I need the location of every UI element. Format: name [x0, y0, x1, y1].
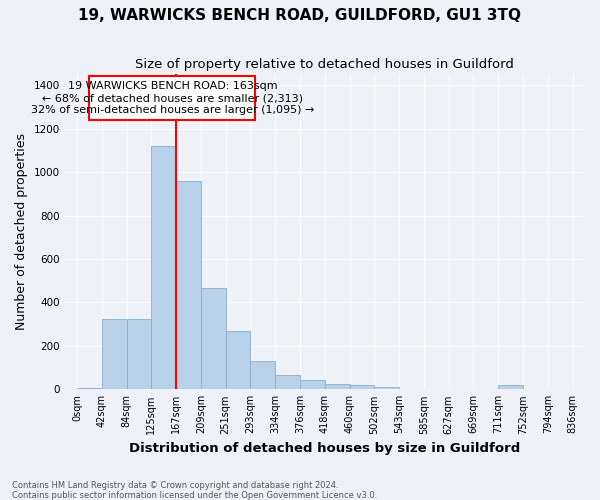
Bar	[350, 385, 374, 390]
Text: Contains HM Land Registry data © Crown copyright and database right 2024.: Contains HM Land Registry data © Crown c…	[12, 480, 338, 490]
Bar	[275, 374, 300, 390]
FancyBboxPatch shape	[89, 76, 256, 120]
Bar	[127, 318, 151, 390]
Bar	[498, 386, 523, 390]
Text: 19 WARWICKS BENCH ROAD: 163sqm: 19 WARWICKS BENCH ROAD: 163sqm	[68, 82, 277, 92]
Bar	[226, 330, 251, 390]
Bar	[251, 361, 275, 390]
Bar	[325, 384, 350, 390]
Text: ← 68% of detached houses are smaller (2,313): ← 68% of detached houses are smaller (2,…	[42, 93, 303, 103]
Text: 32% of semi-detached houses are larger (1,095) →: 32% of semi-detached houses are larger (…	[31, 104, 314, 115]
Text: 19, WARWICKS BENCH ROAD, GUILDFORD, GU1 3TQ: 19, WARWICKS BENCH ROAD, GUILDFORD, GU1 …	[79, 8, 521, 22]
Y-axis label: Number of detached properties: Number of detached properties	[15, 134, 28, 330]
Bar	[176, 181, 201, 390]
Bar	[151, 146, 176, 390]
Bar	[102, 318, 127, 390]
Text: Contains public sector information licensed under the Open Government Licence v3: Contains public sector information licen…	[12, 490, 377, 500]
Bar	[300, 380, 325, 390]
Bar	[77, 388, 102, 390]
Bar	[374, 387, 399, 390]
X-axis label: Distribution of detached houses by size in Guildford: Distribution of detached houses by size …	[129, 442, 520, 455]
Title: Size of property relative to detached houses in Guildford: Size of property relative to detached ho…	[136, 58, 514, 70]
Bar	[201, 288, 226, 390]
